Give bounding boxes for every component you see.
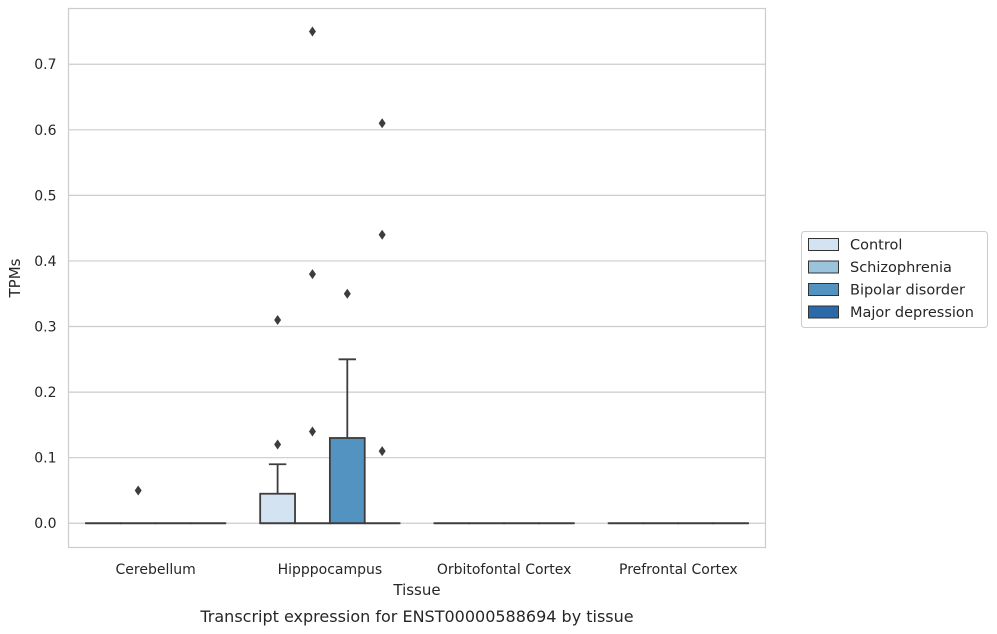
y-tick-label: 0.1: [34, 451, 56, 467]
legend-item: Schizophrenia: [808, 260, 952, 276]
plot-frame: [67, 7, 767, 549]
x-tick-label: Cerebellum: [116, 562, 196, 578]
legend-swatch: [808, 305, 839, 319]
outlier-point: [378, 229, 386, 240]
legend-swatch: [808, 283, 839, 296]
outlier-point: [308, 426, 316, 437]
y-tick-label: 0.4: [34, 254, 56, 270]
x-axis-ticks: Cerebellum Hipppocampus Orbitofontal Corte…: [116, 562, 738, 578]
outlier-point: [378, 118, 386, 129]
legend-label: Schizophrenia: [850, 260, 952, 276]
box: [328, 437, 366, 525]
box: [259, 492, 296, 525]
y-tick-label: 0.2: [34, 385, 56, 401]
x-tick-label: Hipppocampus: [278, 562, 383, 578]
outlier-point: [378, 446, 386, 457]
series-control: [85, 314, 645, 525]
box-series: [85, 26, 749, 525]
legend-item: Major depression: [808, 305, 974, 321]
legend-label: Control: [850, 238, 902, 254]
outlier-point: [308, 269, 316, 280]
y-axis-title: TPMs: [6, 258, 24, 298]
y-tick-label: 0.0: [34, 516, 56, 532]
gridlines: [68, 63, 766, 524]
outlier-point: [343, 288, 351, 299]
outlier-point: [274, 439, 282, 450]
y-tick-label: 0.5: [34, 188, 56, 204]
legend-swatch: [808, 238, 839, 251]
outlier-point: [274, 314, 282, 325]
x-axis-title: Tissue: [392, 581, 440, 599]
legend-item: Bipolar disorder: [808, 283, 965, 299]
legend-label: Bipolar disorder: [850, 283, 965, 299]
legend-frame: [801, 231, 988, 328]
chart-caption: Transcript expression for ENST0000058869…: [199, 607, 633, 626]
series-major-depression: [189, 118, 749, 525]
x-tick-label: Prefrontal Cortex: [619, 562, 738, 578]
x-tick-label: Orbitofontal Cortex: [437, 562, 572, 578]
legend-label: Major depression: [850, 305, 974, 321]
series-schizophrenia: [119, 26, 680, 525]
y-tick-label: 0.3: [34, 320, 56, 336]
y-tick-label: 0.7: [34, 57, 56, 73]
legend-swatch: [808, 260, 839, 274]
legend: Control Schizophrenia Bipolar disorder Majo…: [801, 231, 988, 328]
outlier-point: [308, 26, 316, 37]
y-axis-ticks: 0.0 0.1 0.2 0.3 0.4 0.5 0.6 0.7: [34, 57, 56, 532]
outlier-point: [134, 485, 142, 496]
y-tick-label: 0.6: [34, 123, 56, 139]
legend-item: Control: [808, 238, 902, 254]
series-bipolar-disorder: [154, 288, 715, 525]
